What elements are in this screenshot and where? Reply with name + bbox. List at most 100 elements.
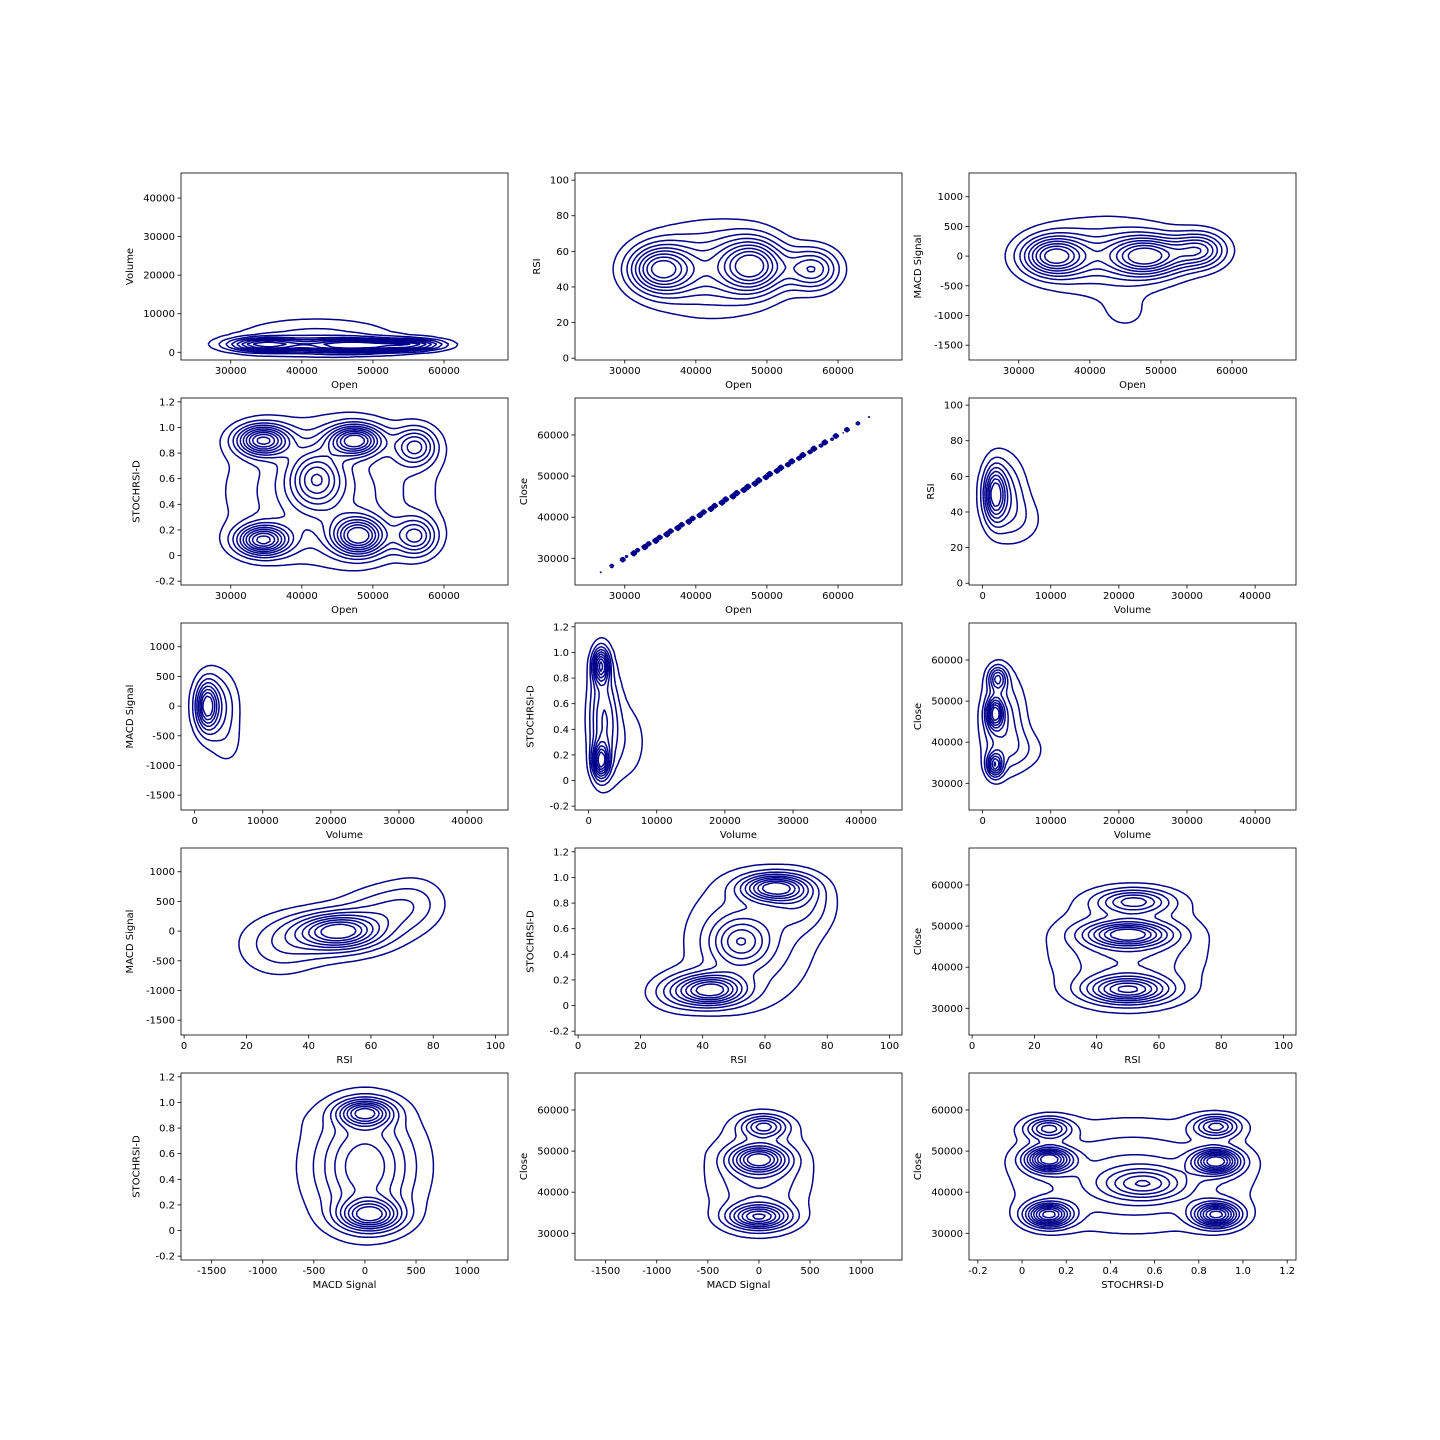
- contour-level-3: [662, 871, 820, 1009]
- contour-level-6: [987, 674, 1005, 772]
- x-tick-label: -500: [302, 1266, 325, 1277]
- y-tick-label: -1500: [146, 1016, 175, 1027]
- x-tick-label: -0.2: [968, 1266, 988, 1277]
- y-axis-label: STOCHRSI-D: [525, 910, 536, 973]
- y-tick-label: 0: [957, 579, 963, 590]
- x-tick-label: 40000: [680, 591, 712, 602]
- contour-level-3: [626, 233, 835, 300]
- x-tick-label: 60: [759, 1041, 772, 1052]
- x-tick-label: -1000: [248, 1266, 277, 1277]
- subplot-10: 0 20 40 60 80 100 -1500 -1000 -500 0 500 1000 RSI MAC…: [125, 847, 509, 1066]
- contour-level-9: [650, 254, 765, 279]
- axes-frame: [180, 622, 509, 811]
- y-tick-label: -500: [152, 731, 175, 742]
- x-tick-label: 50000: [357, 366, 389, 377]
- x-tick-label: 60000: [822, 366, 854, 377]
- y-tick-label: 0.4: [159, 500, 175, 511]
- contour-level-1: [238, 877, 446, 976]
- contour-level-8: [644, 479, 760, 548]
- contour-level-6: [593, 653, 610, 775]
- x-axis-label: RSI: [730, 1055, 746, 1066]
- contour-level-8: [690, 880, 796, 999]
- x-tick-label: 30000: [1171, 591, 1203, 602]
- y-tick-label: 40: [556, 282, 569, 293]
- x-tick-label: 30000: [1171, 816, 1203, 827]
- y-tick-label: 100: [550, 176, 569, 187]
- contour-level-5: [1027, 237, 1214, 275]
- x-tick-label: 500: [406, 1266, 425, 1277]
- contour-level-8: [248, 430, 377, 549]
- kde-contours: [584, 636, 643, 794]
- x-axis-label: Volume: [326, 830, 363, 841]
- contour-level-1: [1004, 215, 1236, 324]
- y-tick-label: 1000: [150, 867, 175, 878]
- y-tick-label: 0: [563, 776, 569, 787]
- x-tick-label: 30000: [609, 591, 641, 602]
- y-tick-label: 0.8: [553, 899, 569, 910]
- x-tick-label: 60: [1153, 1041, 1166, 1052]
- y-tick-label: 30000: [143, 232, 175, 243]
- y-tick-label: -1000: [934, 311, 963, 322]
- contour-level-2: [655, 868, 828, 1012]
- contour-level-4: [231, 336, 438, 353]
- contour-level-5: [985, 470, 1009, 519]
- x-tick-label: 10000: [1035, 591, 1067, 602]
- contour-level-1: [703, 1108, 815, 1240]
- axes-frame: [180, 847, 509, 1036]
- kde-contours: [599, 415, 871, 574]
- contour-level-1: [218, 411, 448, 572]
- contour-level-6: [735, 1122, 783, 1226]
- contour-level-7: [642, 247, 774, 286]
- y-tick-label: 1.2: [159, 397, 175, 408]
- y-axis-label: Volume: [125, 248, 136, 285]
- y-tick-label: 0: [957, 252, 963, 263]
- y-axis-label: STOCHRSI-D: [131, 460, 142, 523]
- y-tick-label: 1.2: [553, 622, 569, 633]
- contour-level-5: [339, 1100, 399, 1230]
- y-tick-label: 20: [950, 543, 963, 554]
- contour-level-6: [242, 427, 423, 553]
- contour-level-5: [674, 875, 809, 1005]
- y-tick-label: 0.6: [553, 924, 569, 935]
- y-tick-label: 500: [944, 222, 963, 233]
- x-tick-label: 20: [240, 1041, 253, 1052]
- x-tick-label: 40000: [286, 591, 318, 602]
- y-tick-label: 0: [563, 1001, 569, 1012]
- contour-level-8: [252, 341, 411, 349]
- axes-frame: [968, 847, 1297, 1036]
- x-tick-label: 30000: [777, 816, 809, 827]
- x-tick-label: 20: [1028, 1041, 1041, 1052]
- y-tick-label: 1.2: [553, 847, 569, 858]
- y-tick-label: 60000: [537, 430, 569, 441]
- contour-level-2: [716, 1112, 802, 1235]
- contour-level-10: [255, 434, 370, 545]
- x-tick-label: 60000: [428, 591, 460, 602]
- x-tick-label: 60000: [428, 366, 460, 377]
- y-axis-label: MACD Signal: [913, 235, 924, 299]
- subplot-8: 0 10000 20000 30000 40000 -0.2 0 0.2 0.4 0.6 0.8 1.…: [525, 622, 903, 841]
- x-tick-label: 500: [800, 1266, 819, 1277]
- contour-level-5: [592, 651, 611, 778]
- x-tick-label: 80: [821, 1041, 834, 1052]
- contour-level-2: [1063, 886, 1192, 1009]
- y-tick-label: 0.4: [553, 950, 569, 961]
- y-tick-label: 10000: [143, 309, 175, 320]
- axes-frame: [574, 397, 903, 586]
- y-tick-label: 50000: [931, 1147, 963, 1158]
- x-axis-label: STOCHRSI-D: [1101, 1280, 1164, 1291]
- x-tick-label: 20000: [315, 816, 347, 827]
- y-tick-label: 50000: [931, 697, 963, 708]
- y-tick-label: 30000: [931, 1229, 963, 1240]
- subplot-3: 30000 40000 50000 60000 -1500 -1000 -500 0 500 10…: [913, 172, 1297, 391]
- contour-level-6: [199, 688, 218, 724]
- x-tick-label: 20000: [709, 816, 741, 827]
- x-tick-label: -1500: [591, 1266, 620, 1277]
- y-tick-label: 0.6: [553, 699, 569, 710]
- y-tick-label: 0: [169, 927, 175, 938]
- y-axis-label: RSI: [926, 483, 937, 499]
- y-tick-label: 500: [156, 672, 175, 683]
- y-tick-label: 100: [944, 401, 963, 412]
- y-tick-label: 80: [950, 436, 963, 447]
- contour-level-1: [1045, 882, 1211, 1015]
- contour-level-2: [981, 663, 1030, 781]
